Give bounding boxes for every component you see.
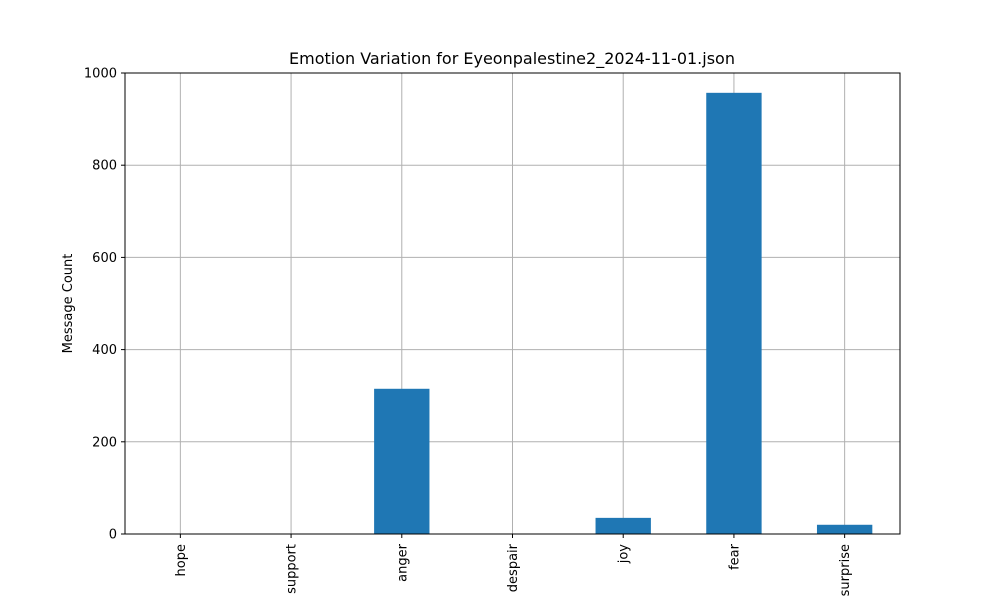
bar-anger — [374, 388, 430, 534]
y-tick-label: 400 — [92, 343, 117, 358]
x-tick-label: fear — [727, 543, 742, 570]
y-tick-label: 200 — [92, 435, 117, 450]
bar-fear — [706, 92, 762, 534]
x-tick-label: support — [285, 544, 300, 594]
bar-joy — [595, 517, 651, 534]
x-tick-label: surprise — [838, 544, 853, 596]
x-axis-ticks: hope support anger despair joy fear surprise — [174, 534, 853, 596]
grid-lines — [125, 72, 900, 535]
y-axis-ticks: 0 200 400 600 800 1000 — [84, 67, 125, 543]
y-tick-label: 800 — [92, 159, 117, 174]
x-tick-label: anger — [395, 543, 410, 581]
y-axis-label: Message Count — [61, 254, 76, 354]
y-tick-label: 0 — [109, 528, 117, 543]
x-tick-label: joy — [617, 544, 632, 565]
bars — [374, 92, 873, 534]
x-tick-label: despair — [506, 543, 521, 592]
bar-surprise — [816, 524, 873, 534]
x-tick-label: hope — [174, 544, 189, 576]
chart-title: Emotion Variation for Eyeonpalestine2_20… — [289, 49, 735, 69]
y-tick-label: 600 — [92, 251, 117, 266]
y-tick-label: 1000 — [84, 67, 117, 82]
